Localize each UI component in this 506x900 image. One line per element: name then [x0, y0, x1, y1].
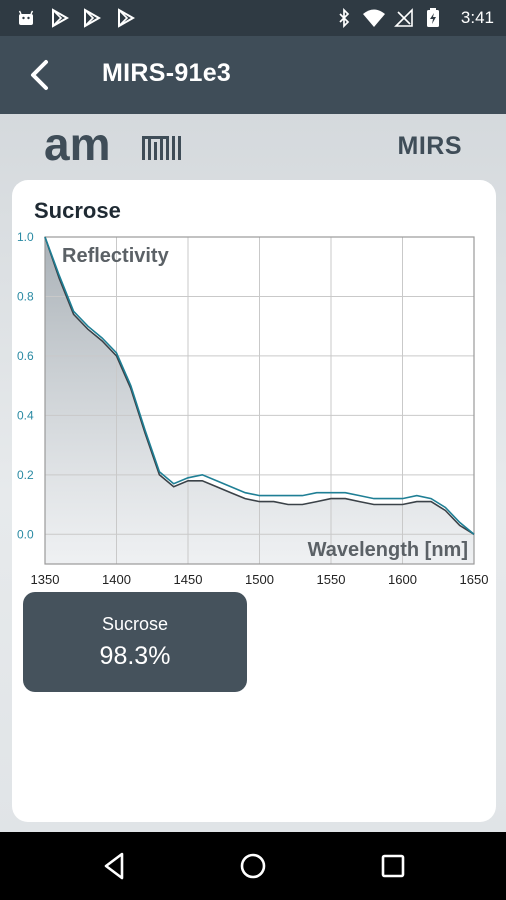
status-time: 3:41 [460, 8, 494, 27]
plot-frame [44, 236, 475, 565]
x-axis-label: Wavelength [nm] [308, 539, 468, 561]
x-tick-label: 1550 [317, 572, 346, 587]
y-tick-label: 0.0 [17, 527, 34, 541]
x-tick-label: 1500 [245, 572, 274, 587]
back-triangle-icon[interactable] [98, 849, 132, 883]
status-bar: 3:41 [0, 0, 506, 36]
product-name: MIRS [397, 132, 462, 160]
result-value: 98.3% [99, 642, 171, 670]
y-tick-label: 1.0 [17, 230, 34, 244]
logo-stripes-icon [142, 136, 181, 160]
back-arrow-icon[interactable] [20, 54, 62, 96]
no-signal-icon [394, 8, 413, 27]
play-store-icon [84, 8, 102, 28]
y-tick-label: 0.8 [17, 289, 34, 303]
recents-square-icon[interactable] [376, 849, 410, 883]
navigation-bar [0, 832, 506, 900]
y-tick-label: 0.2 [17, 468, 34, 482]
wifi-icon [363, 9, 385, 27]
home-circle-icon[interactable] [236, 849, 270, 883]
x-tick-label: 1450 [174, 572, 203, 587]
play-store-icon [52, 8, 70, 28]
y-tick-label: 0.6 [17, 349, 34, 363]
result-box: Sucrose 98.3% [23, 592, 247, 692]
app-bar: MIRS-91e3 [0, 36, 506, 114]
y-tick-label: 0.4 [17, 408, 34, 422]
result-label: Sucrose [101, 614, 169, 634]
battery-charging-icon [427, 8, 439, 27]
series-line-1 [44, 236, 475, 535]
x-tick-label: 1350 [31, 572, 60, 587]
play-store-icon [118, 8, 136, 28]
page-title: MIRS-91e3 [102, 59, 232, 87]
x-tick-label: 1400 [102, 572, 131, 587]
x-tick-label: 1650 [460, 572, 489, 587]
bluetooth-icon [339, 8, 350, 28]
y-axis-label: Reflectivity [62, 245, 170, 267]
x-tick-label: 1600 [388, 572, 417, 587]
logo-text: am [44, 126, 110, 168]
brand-logo: am [44, 126, 181, 168]
series-line-2 [44, 236, 475, 535]
reflectivity-chart: 1350 1400 1450 1500 1550 1600 1650 1.0 0.8 0.6 0.4… [17, 230, 489, 587]
android-icon [18, 10, 34, 25]
result-card: Sucrose 1350 1400 1450 1500 1550 1600 1650 1.0 0… [12, 180, 496, 822]
card-title: Sucrose [34, 198, 121, 223]
chart-area-fill [45, 237, 474, 564]
